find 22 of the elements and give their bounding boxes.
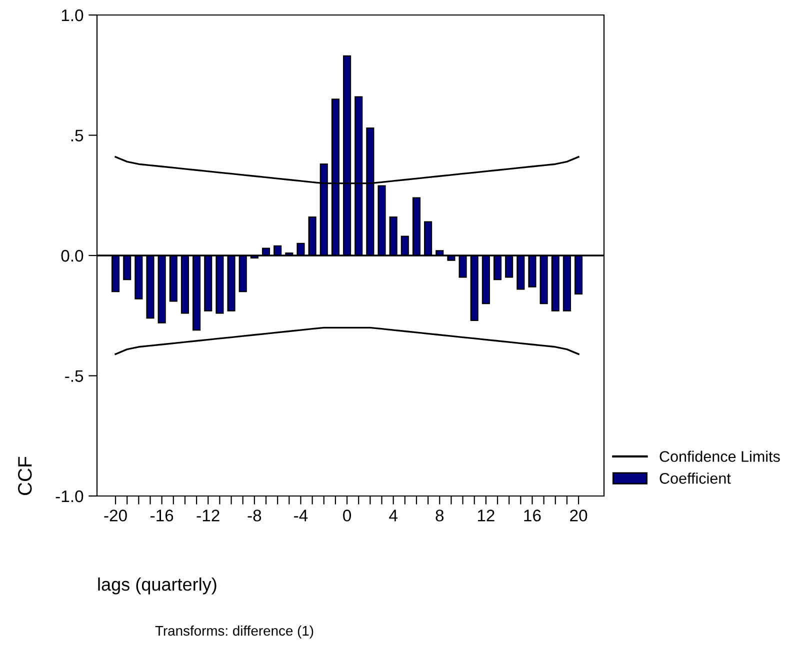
x-tick-label: -4 xyxy=(294,510,308,522)
x-axis-title: lags (quarterly) xyxy=(98,578,216,594)
x-tick-label: -16 xyxy=(150,510,174,522)
y-tick-label: 0.0 xyxy=(61,250,84,262)
x-tick-label: -12 xyxy=(196,510,220,522)
x-tick-label: 8 xyxy=(436,510,444,522)
text: Transforms: difference (1) xyxy=(155,626,314,638)
x-tick-label: -20 xyxy=(104,510,127,522)
x-tick-label: 4 xyxy=(389,510,398,522)
y-tick-label: -.5 xyxy=(65,370,84,382)
y-tick-label: 1.0 xyxy=(62,9,84,22)
x-tick-label: 16 xyxy=(524,510,541,522)
y-axis-title: CCF xyxy=(18,456,32,496)
line-series xyxy=(114,326,580,355)
x-tick-label: 12 xyxy=(478,510,494,522)
x-tick-label: -8 xyxy=(248,510,262,522)
y-tick-label: -1.0 xyxy=(56,490,84,502)
y-tick-label: .5 xyxy=(71,130,84,142)
x-tick-label: 0 xyxy=(343,510,352,522)
legend-label: Confidence Limits xyxy=(660,450,780,462)
legend-label: Coefficient xyxy=(660,472,731,484)
x-tick-label: 20 xyxy=(570,510,588,522)
